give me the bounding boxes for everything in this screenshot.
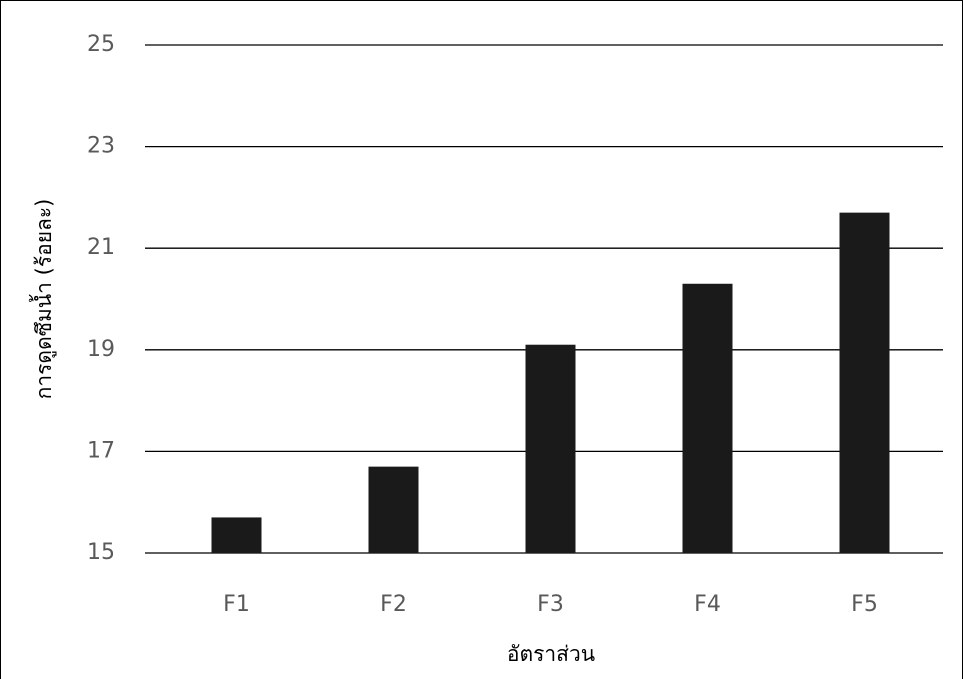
bar <box>368 466 419 553</box>
x-axis-title: อัตราส่วน <box>507 642 595 666</box>
x-tick-label: F3 <box>537 592 564 617</box>
bar <box>211 517 262 553</box>
y-tick-label: 19 <box>87 337 115 362</box>
x-tick-label: F5 <box>851 592 878 617</box>
y-tick-label: 23 <box>87 134 115 159</box>
x-tick-label: F2 <box>380 592 407 617</box>
bar <box>839 212 890 553</box>
bar <box>682 283 733 553</box>
x-tick-label: F1 <box>223 592 250 617</box>
bar <box>525 344 576 553</box>
y-axis-title: การดูดซึมน้ำ (ร้อยละ) <box>29 199 57 400</box>
x-tick-label: F4 <box>694 592 721 617</box>
y-tick-label: 17 <box>87 438 115 463</box>
y-tick-label: 25 <box>87 32 115 57</box>
y-tick-label: 15 <box>87 540 115 565</box>
y-tick-label: 21 <box>87 235 115 260</box>
